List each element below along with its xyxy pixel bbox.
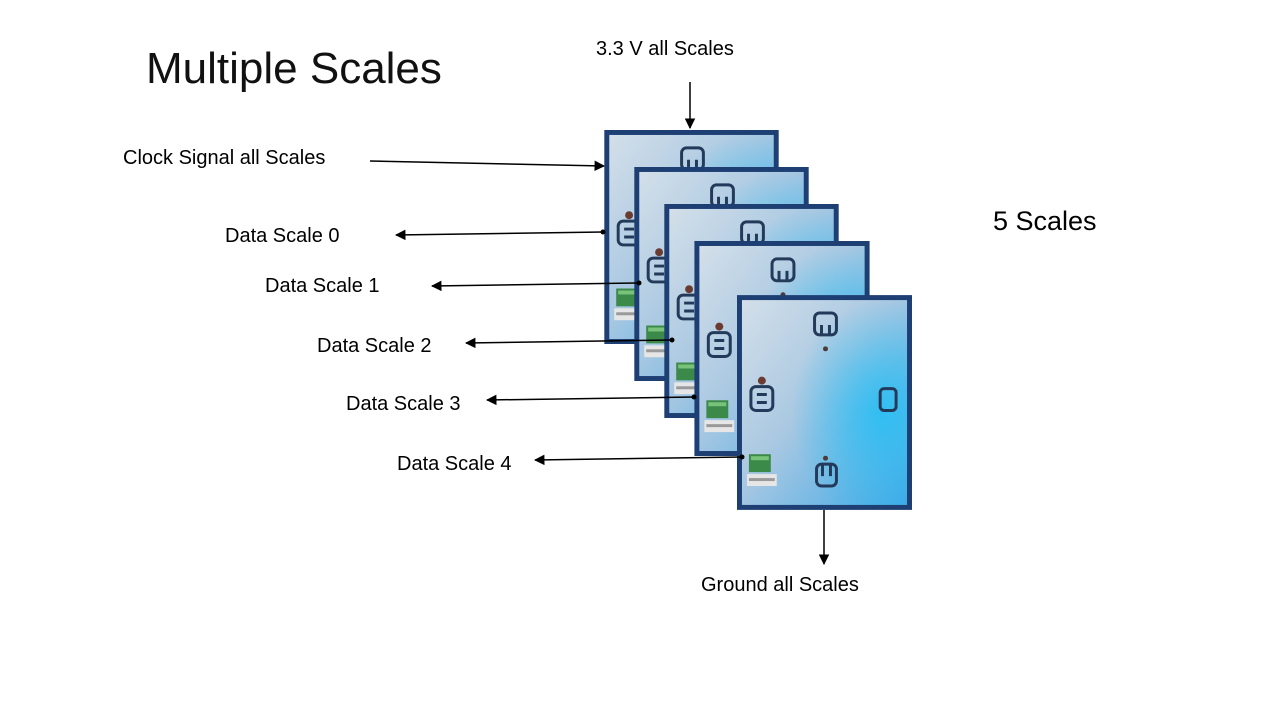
- slide-title: Multiple Scales: [146, 44, 442, 93]
- data-scale-1-arrow: [430, 280, 640, 292]
- data-scale-2-arrow: [464, 337, 673, 349]
- scale-plate-4: [737, 295, 912, 510]
- data-scale-2-label: Data Scale 2: [317, 335, 432, 357]
- ground-label: Ground all Scales: [701, 574, 859, 596]
- data-scale-4-arrow: [533, 454, 743, 466]
- power-label: 3.3 V all Scales: [596, 38, 734, 60]
- data-scale-0-label: Data Scale 0: [225, 225, 340, 247]
- data-scale-0-arrow: [394, 229, 604, 241]
- clock-label: Clock Signal all Scales: [123, 147, 326, 169]
- data-scale-1-label: Data Scale 1: [265, 275, 380, 297]
- data-scale-3-label: Data Scale 3: [346, 393, 461, 415]
- data-scale-3-arrow: [485, 394, 695, 406]
- clock-arrow: [369, 160, 606, 172]
- scales-count-label: 5 Scales: [993, 206, 1097, 236]
- data-scale-4-label: Data Scale 4: [397, 453, 512, 475]
